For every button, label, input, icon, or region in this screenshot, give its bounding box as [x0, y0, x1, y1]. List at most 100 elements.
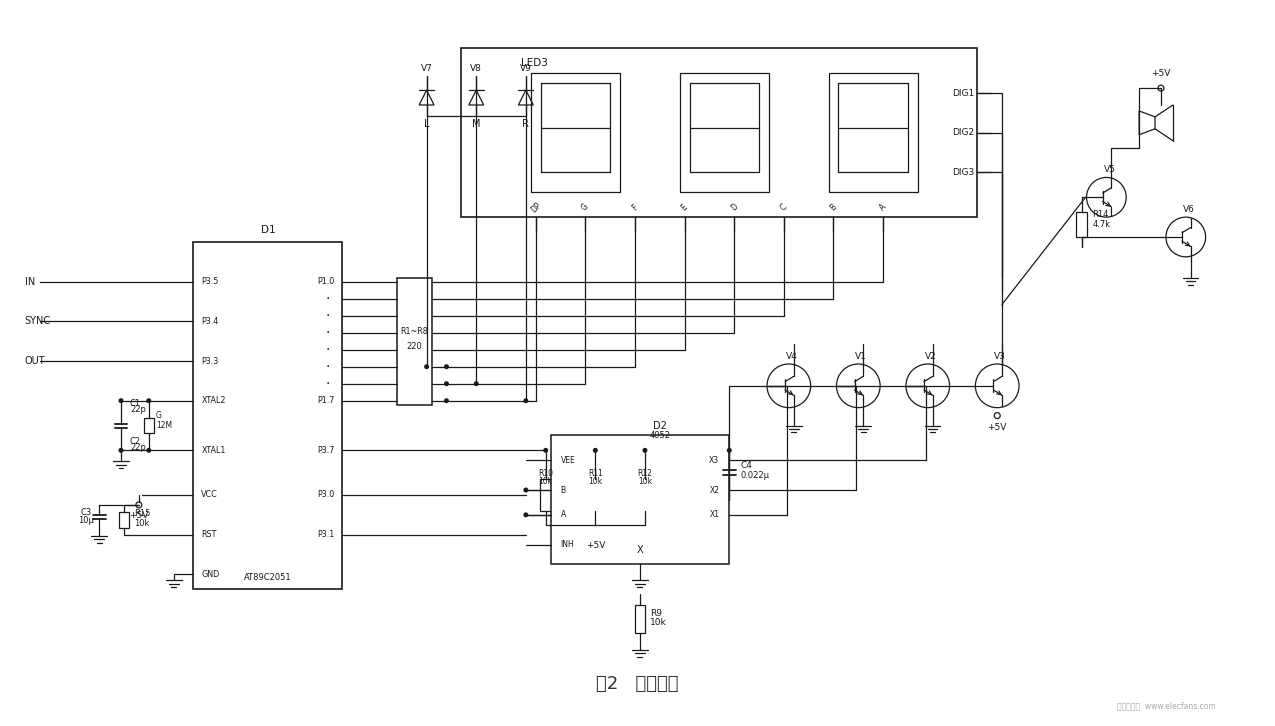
Text: 12M: 12M	[156, 421, 172, 430]
Circle shape	[425, 365, 428, 369]
Text: 22p: 22p	[130, 443, 145, 452]
Text: OUT: OUT	[24, 356, 46, 366]
Text: V1: V1	[856, 351, 867, 361]
Text: A: A	[561, 510, 566, 519]
Text: B: B	[829, 203, 839, 212]
Circle shape	[643, 449, 646, 452]
Text: R12: R12	[638, 469, 653, 478]
Text: D2: D2	[653, 420, 667, 431]
Text: V9: V9	[520, 64, 532, 73]
Bar	[194, 242, 342, 590]
Text: VCC: VCC	[201, 491, 218, 499]
Text: +5V: +5V	[585, 541, 606, 550]
Text: VEE: VEE	[561, 456, 575, 465]
Text: V8: V8	[470, 64, 482, 73]
Circle shape	[119, 449, 122, 452]
Text: DIG1: DIG1	[952, 89, 975, 97]
Text: 10k: 10k	[638, 476, 652, 486]
Text: G: G	[156, 411, 162, 420]
Text: X1: X1	[709, 510, 719, 519]
Text: B: B	[561, 486, 566, 494]
Circle shape	[147, 399, 150, 402]
Text: R9: R9	[650, 608, 662, 618]
Bar	[119, 512, 130, 528]
Text: A: A	[878, 202, 889, 212]
Text: RST: RST	[201, 530, 217, 539]
Text: X3: X3	[709, 456, 719, 465]
Circle shape	[544, 449, 547, 452]
Text: L: L	[423, 119, 430, 129]
Bar	[530, 73, 620, 192]
Text: V4: V4	[785, 351, 798, 361]
Text: C3: C3	[80, 508, 92, 518]
Text: 10k: 10k	[538, 476, 553, 486]
Text: ·: ·	[325, 292, 329, 306]
Text: XTAL1: XTAL1	[201, 446, 226, 454]
Text: C: C	[779, 202, 789, 212]
Text: DIG3: DIG3	[952, 168, 975, 177]
Text: C2: C2	[130, 437, 142, 446]
Circle shape	[474, 382, 478, 386]
Text: SYNC: SYNC	[24, 317, 51, 326]
Text: 220: 220	[407, 342, 422, 351]
Circle shape	[524, 513, 528, 517]
Text: P3.0: P3.0	[317, 491, 334, 499]
Text: 10k: 10k	[588, 476, 602, 486]
Text: X: X	[636, 544, 644, 555]
Text: V3: V3	[994, 351, 1006, 361]
Text: 图2   电原理图: 图2 电原理图	[597, 674, 678, 693]
Text: IN: IN	[24, 277, 34, 287]
Circle shape	[445, 382, 449, 386]
Bar	[1076, 212, 1088, 237]
Text: +5V: +5V	[988, 423, 1007, 432]
Text: P3.4: P3.4	[201, 317, 218, 326]
Text: P1.7: P1.7	[317, 396, 334, 405]
Circle shape	[445, 399, 449, 402]
Text: E: E	[680, 203, 690, 212]
Text: R1~R8: R1~R8	[400, 327, 428, 335]
Text: D: D	[729, 202, 740, 213]
Text: F: F	[630, 203, 640, 212]
Text: R11: R11	[588, 469, 603, 478]
Text: V6: V6	[1183, 205, 1195, 213]
Text: C1: C1	[130, 399, 142, 408]
Bar	[590, 478, 601, 511]
Text: P3.1: P3.1	[317, 530, 334, 539]
Text: M: M	[472, 119, 481, 129]
Text: 10μ: 10μ	[78, 516, 94, 526]
Text: ·: ·	[325, 309, 329, 322]
Text: DP: DP	[529, 200, 543, 214]
Circle shape	[728, 449, 731, 452]
Text: V2: V2	[924, 351, 937, 361]
Text: C4: C4	[741, 461, 752, 470]
Circle shape	[147, 449, 150, 452]
Text: AT89C2051: AT89C2051	[244, 573, 292, 582]
Text: G: G	[580, 202, 590, 213]
Text: 10k: 10k	[650, 619, 667, 627]
Circle shape	[594, 449, 597, 452]
Circle shape	[445, 365, 449, 369]
Text: 4.7k: 4.7k	[1093, 219, 1111, 229]
Bar	[680, 73, 769, 192]
Text: GND: GND	[201, 570, 219, 579]
Text: DIG2: DIG2	[952, 129, 974, 137]
Text: R: R	[523, 119, 529, 129]
Text: LED3: LED3	[521, 58, 548, 68]
Text: 22p: 22p	[130, 405, 145, 414]
Text: ·: ·	[325, 326, 329, 340]
Text: V7: V7	[421, 64, 432, 73]
Text: R15: R15	[134, 510, 150, 518]
Circle shape	[524, 488, 528, 492]
Bar	[635, 605, 645, 632]
Text: D1: D1	[260, 225, 275, 235]
Text: 0.022μ: 0.022μ	[741, 470, 769, 480]
Text: P3.7: P3.7	[317, 446, 334, 454]
Text: R14: R14	[1093, 210, 1109, 219]
Text: XTAL2: XTAL2	[201, 396, 226, 405]
Text: 4052: 4052	[649, 431, 671, 440]
Bar	[462, 49, 978, 217]
Text: R10: R10	[538, 469, 553, 478]
Bar	[551, 436, 729, 564]
Bar	[144, 418, 154, 433]
Bar	[397, 277, 432, 404]
